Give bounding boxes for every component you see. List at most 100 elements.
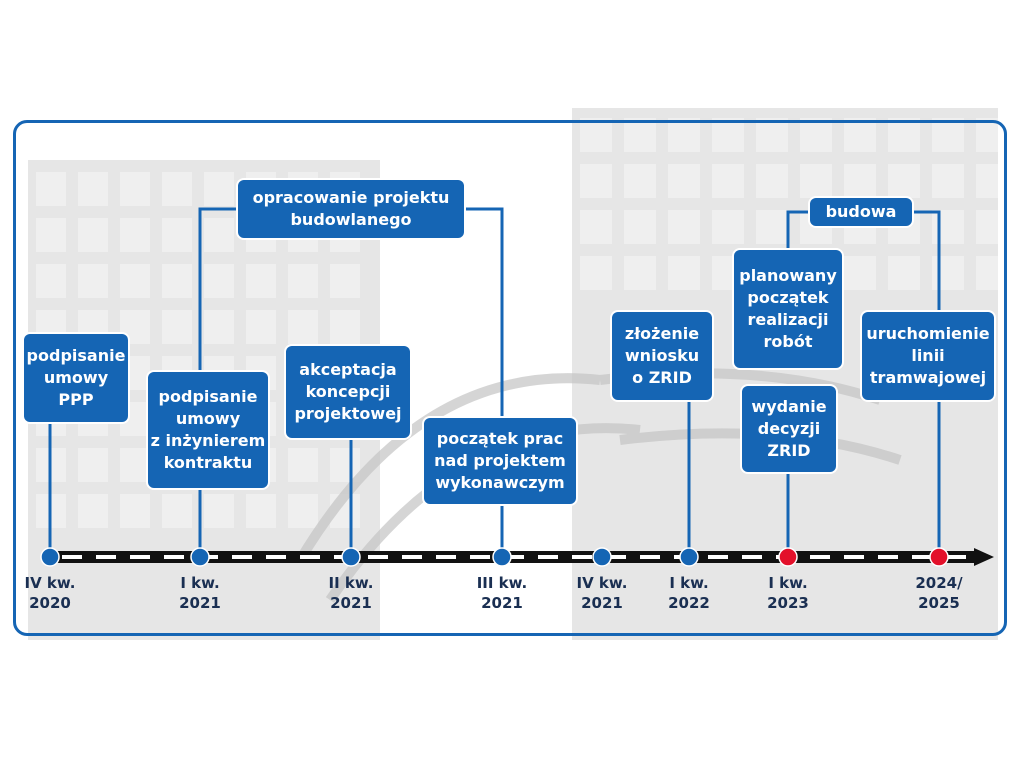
timeline-marker [492, 547, 512, 567]
background-window [800, 164, 832, 198]
background-window [288, 494, 318, 528]
timeline-marker [778, 547, 798, 567]
background-window [712, 164, 744, 198]
background-window [162, 218, 192, 252]
axis-dash [436, 555, 456, 559]
background-window [800, 118, 832, 152]
tick-label-q4-2021: IV kw. 2021 [576, 574, 628, 612]
background-window [36, 264, 66, 298]
background-window [756, 210, 788, 244]
timeline-marker [190, 547, 210, 567]
background-window [246, 264, 276, 298]
background-window [204, 218, 234, 252]
background-window [976, 256, 1008, 290]
background-window [120, 172, 150, 206]
axis-dash [300, 555, 320, 559]
background-window [246, 494, 276, 528]
timeline-marker [929, 547, 949, 567]
event-box-design: opracowanie projektu budowlanego [238, 180, 464, 238]
background-window [976, 210, 1008, 244]
axis-dash [470, 555, 490, 559]
axis-dash [640, 555, 660, 559]
background-window [624, 256, 656, 290]
background-window [204, 494, 234, 528]
axis-arrowhead [974, 548, 994, 566]
event-box-exec: początek prac nad projektem wykonawczym [424, 418, 576, 504]
axis-dash [368, 555, 388, 559]
connector-line [464, 207, 504, 418]
background-window [932, 210, 964, 244]
background-window [36, 218, 66, 252]
axis-dash [504, 555, 524, 559]
axis-dash [844, 555, 864, 559]
background-window [888, 256, 920, 290]
background-window [162, 264, 192, 298]
background-window [668, 256, 700, 290]
diagram-frame [13, 120, 1007, 636]
background-window [580, 256, 612, 290]
tick-label-q1-2023: I kw. 2023 [767, 574, 809, 612]
axis-dash [402, 555, 422, 559]
background-window [330, 310, 360, 344]
axis-dash [130, 555, 150, 559]
background-window [668, 118, 700, 152]
axis-dash [606, 555, 626, 559]
event-box-zrid-application: złożenie wniosku o ZRID [612, 312, 712, 400]
axis-dash [946, 555, 966, 559]
event-box-engineer: podpisanie umowy z inżynierem kontraktu [148, 372, 268, 488]
axis-dash [62, 555, 82, 559]
background-window [624, 210, 656, 244]
timeline-marker [679, 547, 699, 567]
background-window [756, 118, 788, 152]
background-window [624, 118, 656, 152]
background-window [120, 494, 150, 528]
background-window [162, 310, 192, 344]
axis-dash [912, 555, 932, 559]
background-window [888, 164, 920, 198]
background-window [204, 310, 234, 344]
axis-dash [232, 555, 252, 559]
timeline-markers [40, 547, 949, 567]
axis-dash [572, 555, 592, 559]
axis-dash [266, 555, 286, 559]
background-window [844, 256, 876, 290]
background-window [36, 172, 66, 206]
tick-label-q1-2021: I kw. 2021 [179, 574, 221, 612]
axis-dash [538, 555, 558, 559]
event-box-zrid-decision: wydanie decyzji ZRID [742, 386, 836, 472]
background-window [120, 264, 150, 298]
background-window [288, 448, 318, 482]
tick-label-q3-2021: III kw. 2021 [476, 574, 528, 612]
background-window [78, 448, 108, 482]
background-window [162, 172, 192, 206]
background-window [624, 164, 656, 198]
background-window [288, 310, 318, 344]
background-window [78, 218, 108, 252]
background-window [844, 118, 876, 152]
background-window [580, 210, 612, 244]
background-window [78, 264, 108, 298]
tick-label-q2-2021: II kw. 2021 [328, 574, 374, 612]
background-window [580, 164, 612, 198]
background-window [888, 118, 920, 152]
background-window [976, 164, 1008, 198]
background-window [668, 210, 700, 244]
background-window [712, 210, 744, 244]
connector-line [198, 207, 238, 372]
axis-dash [708, 555, 728, 559]
background-window [120, 448, 150, 482]
background-window [712, 118, 744, 152]
background-window [668, 164, 700, 198]
axis-dash [878, 555, 898, 559]
timeline-marker [592, 547, 612, 567]
background-window [162, 494, 192, 528]
timeline-marker [341, 547, 361, 567]
background-window [756, 164, 788, 198]
timeline-marker [40, 547, 60, 567]
background-window [330, 264, 360, 298]
connector-line [786, 210, 810, 250]
axis-dash [164, 555, 184, 559]
connectors [48, 207, 941, 557]
event-box-launch: uruchomienie linii tramwajowej [862, 312, 994, 400]
axis-dash [96, 555, 116, 559]
